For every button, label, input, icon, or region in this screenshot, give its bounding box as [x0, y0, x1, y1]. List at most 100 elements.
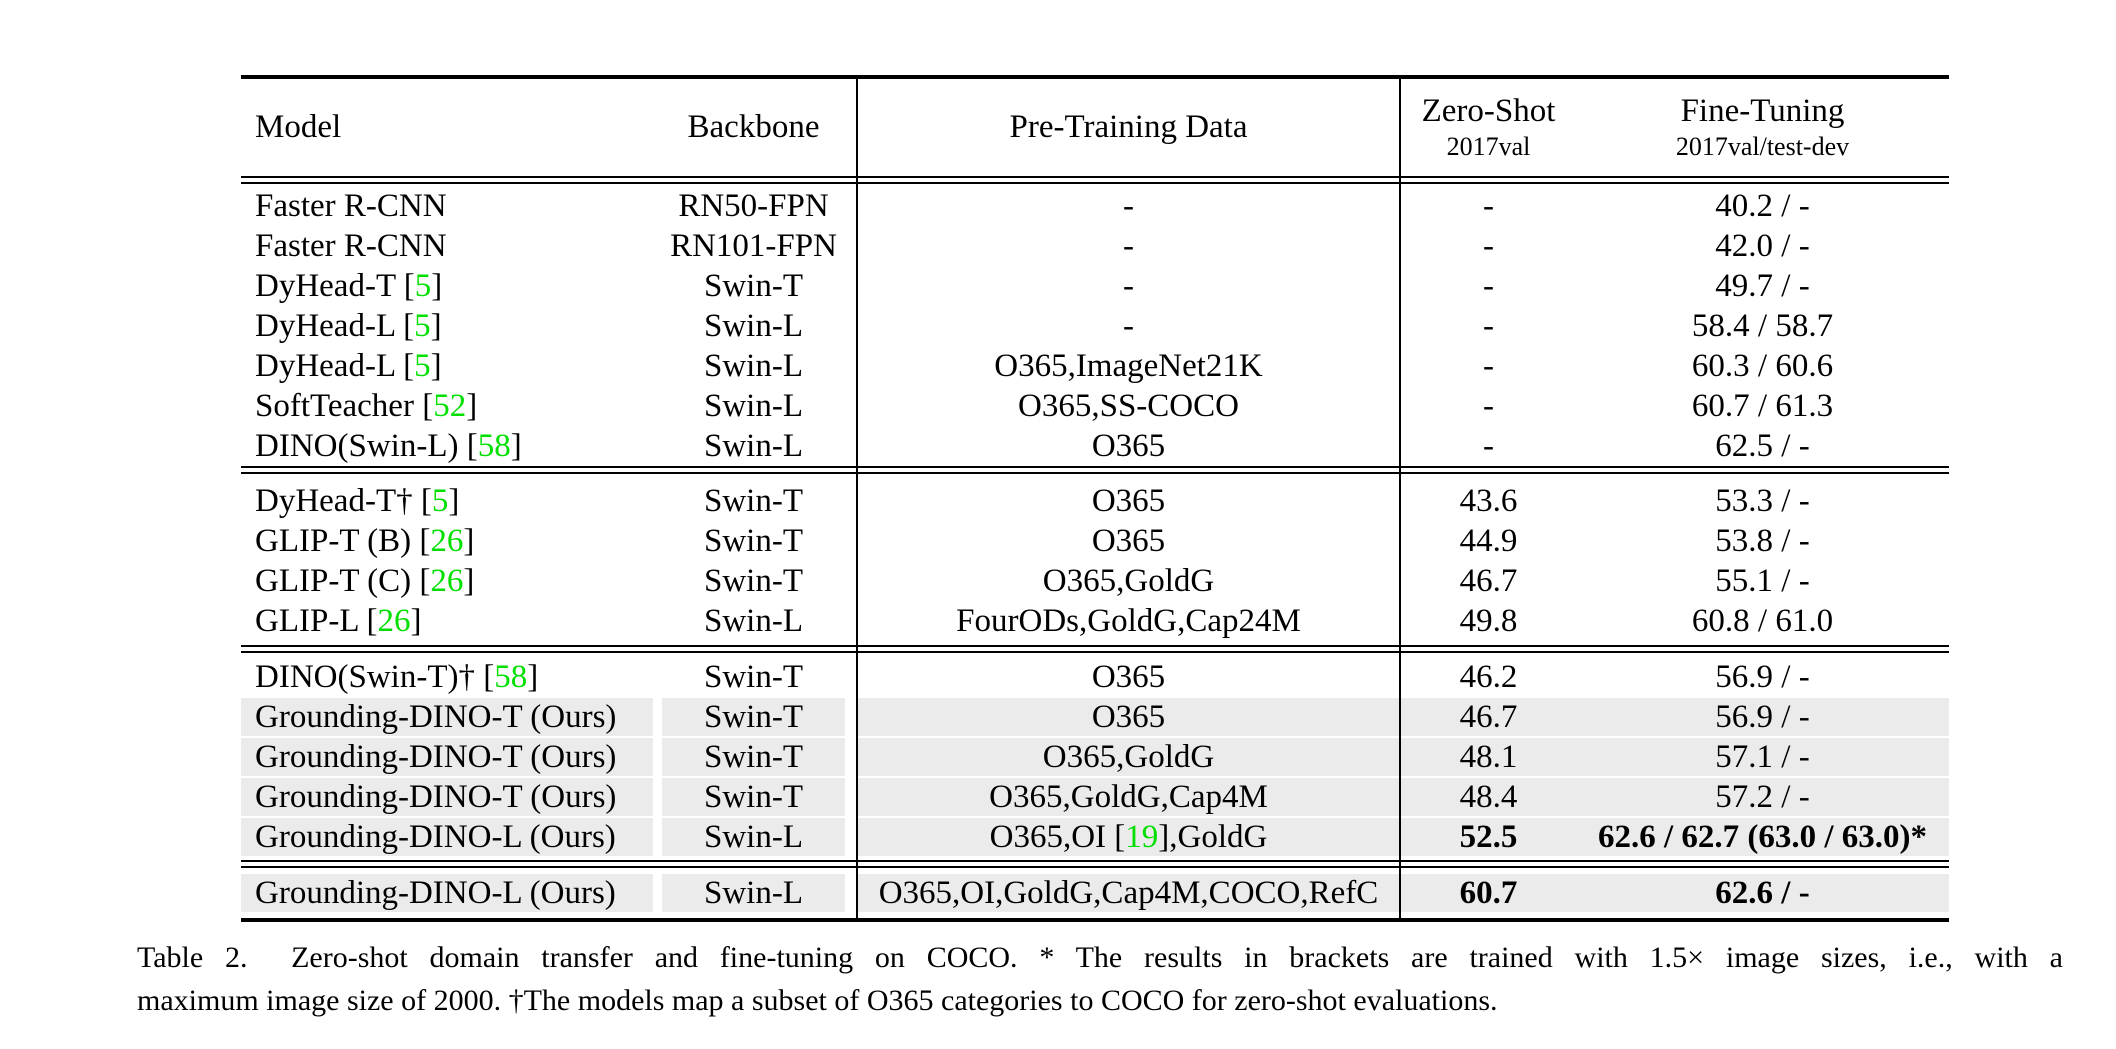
column-gap [653, 601, 662, 641]
zero-shot-value: - [1483, 387, 1494, 424]
backbone-cell: RN50-FPN [678, 187, 829, 224]
table-row: DyHead-L [5] Swin-L - - 58.4 / 58.7 [241, 306, 1949, 346]
pretraining-data-cell: - [1123, 307, 1134, 344]
caption-line-2: maximum image size of 2000. †The models … [137, 984, 1498, 1017]
pretraining-data-cell: O365 [1091, 522, 1166, 559]
table-row: DyHead-L [5] Swin-L O365,ImageNet21K - 60.3 … [241, 346, 1949, 386]
block1-separator-rule [241, 466, 1949, 474]
table-row: Grounding-DINO-L (Ours) Swin-L O365,OI,Gol… [241, 873, 1949, 913]
row-right-group: O365 44.9 53.8 / - [856, 521, 1949, 561]
pretraining-data-cell: O365,GoldG [1042, 562, 1215, 599]
row-right-group: O365 46.2 56.9 / - [856, 657, 1949, 697]
model-cell: DINO(Swin-L) [58] [255, 427, 522, 464]
zero-shot-value: 44.9 [1459, 522, 1518, 559]
row-right-group: O365,GoldG 46.7 55.1 / - [856, 561, 1949, 601]
model-cell: Grounding-DINO-L (Ours) [241, 873, 653, 913]
zero-shot-value: - [1483, 427, 1494, 464]
column-gap [653, 481, 662, 521]
table-row: Faster R-CNN RN101-FPN - - 42.0 / - [241, 226, 1949, 266]
fine-tuning-value: 57.1 / - [1715, 738, 1810, 775]
backbone-cell: Swin-T [704, 658, 803, 695]
row-right-group: O365,GoldG 48.1 57.1 / - [856, 737, 1949, 777]
block3-separator-rule [241, 860, 1949, 868]
column-gap [845, 346, 856, 386]
column-gap [653, 306, 662, 346]
backbone-cell: Swin-T [662, 697, 845, 737]
table-row: DyHead-T [5] Swin-T - - 49.7 / - [241, 266, 1949, 306]
row-right-group: - - 58.4 / 58.7 [856, 306, 1949, 346]
backbone-cell: Swin-L [704, 347, 803, 384]
zero-shot-value: 46.2 [1459, 658, 1518, 695]
pretraining-data-cell: O365,OI,GoldG,Cap4M,COCO,RefC [878, 874, 1379, 911]
column-gap [845, 817, 856, 857]
column-gap [653, 79, 662, 176]
column-gap [653, 226, 662, 266]
zero-shot-value: 60.7 [1459, 874, 1518, 911]
zero-shot-value: - [1483, 187, 1494, 224]
zero-shot-value: 48.4 [1459, 778, 1518, 815]
fine-tuning-value: 60.7 / 61.3 [1691, 387, 1834, 424]
header-fine-tuning-title: Fine-Tuning [1680, 93, 1845, 129]
model-cell: Grounding-DINO-T (Ours) [241, 697, 653, 737]
table-row: Faster R-CNN RN50-FPN - - 40.2 / - [241, 186, 1949, 226]
table-block-2: DyHead-T† [5] Swin-T O365 43.6 53.3 / - GLIP-… [241, 481, 1949, 641]
column-gap [653, 521, 662, 561]
model-cell: DyHead-L [5] [255, 307, 442, 344]
row-right-group: O365,OI [19],GoldG 52.5 62.6 / 62.7 (63.0 … [856, 817, 1949, 857]
column-gap [845, 521, 856, 561]
backbone-cell: Swin-L [704, 427, 803, 464]
caption-line-1: Table 2. Zero-shot domain transfer and f… [137, 941, 2063, 974]
backbone-cell: Swin-L [704, 387, 803, 424]
backbone-cell: Swin-T [704, 562, 803, 599]
backbone-cell: Swin-T [704, 522, 803, 559]
citation-number: 19 [1125, 818, 1159, 855]
block2-separator-rule [241, 645, 1949, 653]
fine-tuning-value: 57.2 / - [1715, 778, 1810, 815]
column-gap [845, 601, 856, 641]
citation-number: 5 [431, 482, 449, 519]
citation-number: 58 [494, 658, 528, 695]
model-cell: Grounding-DINO-T (Ours) [241, 777, 653, 817]
model-cell: Faster R-CNN [255, 227, 447, 264]
backbone-cell: Swin-T [662, 737, 845, 777]
fine-tuning-value: 60.8 / 61.0 [1691, 602, 1834, 639]
row-right-group: O365 - 62.5 / - [856, 426, 1949, 466]
column-gap [845, 426, 856, 466]
backbone-cell: Swin-L [704, 602, 803, 639]
model-cell: DINO(Swin-T)† [58] [255, 658, 539, 695]
citation-number: 26 [377, 602, 411, 639]
zero-shot-value: - [1483, 347, 1494, 384]
pretraining-data-cell: O365 [1091, 427, 1166, 464]
column-gap [653, 817, 662, 857]
fine-tuning-value: 49.7 / - [1715, 267, 1810, 304]
table-row: Grounding-DINO-T (Ours) Swin-T O365,GoldG,… [241, 777, 1949, 817]
header-fine-tuning: Fine-Tuning 2017val/test-dev [1576, 79, 1949, 176]
fine-tuning-value: 53.3 / - [1715, 482, 1810, 519]
row-right-group: O365,SS-COCO - 60.7 / 61.3 [856, 386, 1949, 426]
row-right-group: O365 46.7 56.9 / - [856, 697, 1949, 737]
column-gap [845, 306, 856, 346]
citation-number: 58 [477, 427, 511, 464]
column-gap [653, 386, 662, 426]
column-gap [653, 737, 662, 777]
model-cell: Grounding-DINO-T (Ours) [241, 737, 653, 777]
zero-shot-value: 48.1 [1459, 738, 1518, 775]
table-header-row: Model Backbone Pre-Training Data Zero-Sh… [241, 79, 1949, 176]
pretraining-data-cell: O365,SS-COCO [1018, 387, 1239, 424]
table-top-rule [241, 75, 1949, 79]
column-gap [845, 186, 856, 226]
header-pretraining-data: Pre-Training Data [1009, 109, 1248, 145]
pretraining-data-cell: O365,GoldG [1042, 738, 1215, 775]
column-gap [653, 426, 662, 466]
model-cell: Faster R-CNN [255, 187, 447, 224]
table-bottom-rule [241, 918, 1949, 922]
header-model: Model [255, 109, 342, 145]
table-row: GLIP-L [26] Swin-L FourODs,GoldG,Cap24M 49.… [241, 601, 1949, 641]
table-row: Grounding-DINO-T (Ours) Swin-T O365 46.7 56.… [241, 697, 1949, 737]
table-block-1: Faster R-CNN RN50-FPN - -40.2 / - Faster R-C… [241, 186, 1949, 466]
backbone-cell: Swin-T [662, 777, 845, 817]
row-right-group: FourODs,GoldG,Cap24M 49.8 60.8 / 61.0 [856, 601, 1949, 641]
model-cell: Grounding-DINO-L (Ours) [241, 817, 653, 857]
pretraining-data-cell: O365,GoldG,Cap4M [989, 778, 1268, 815]
